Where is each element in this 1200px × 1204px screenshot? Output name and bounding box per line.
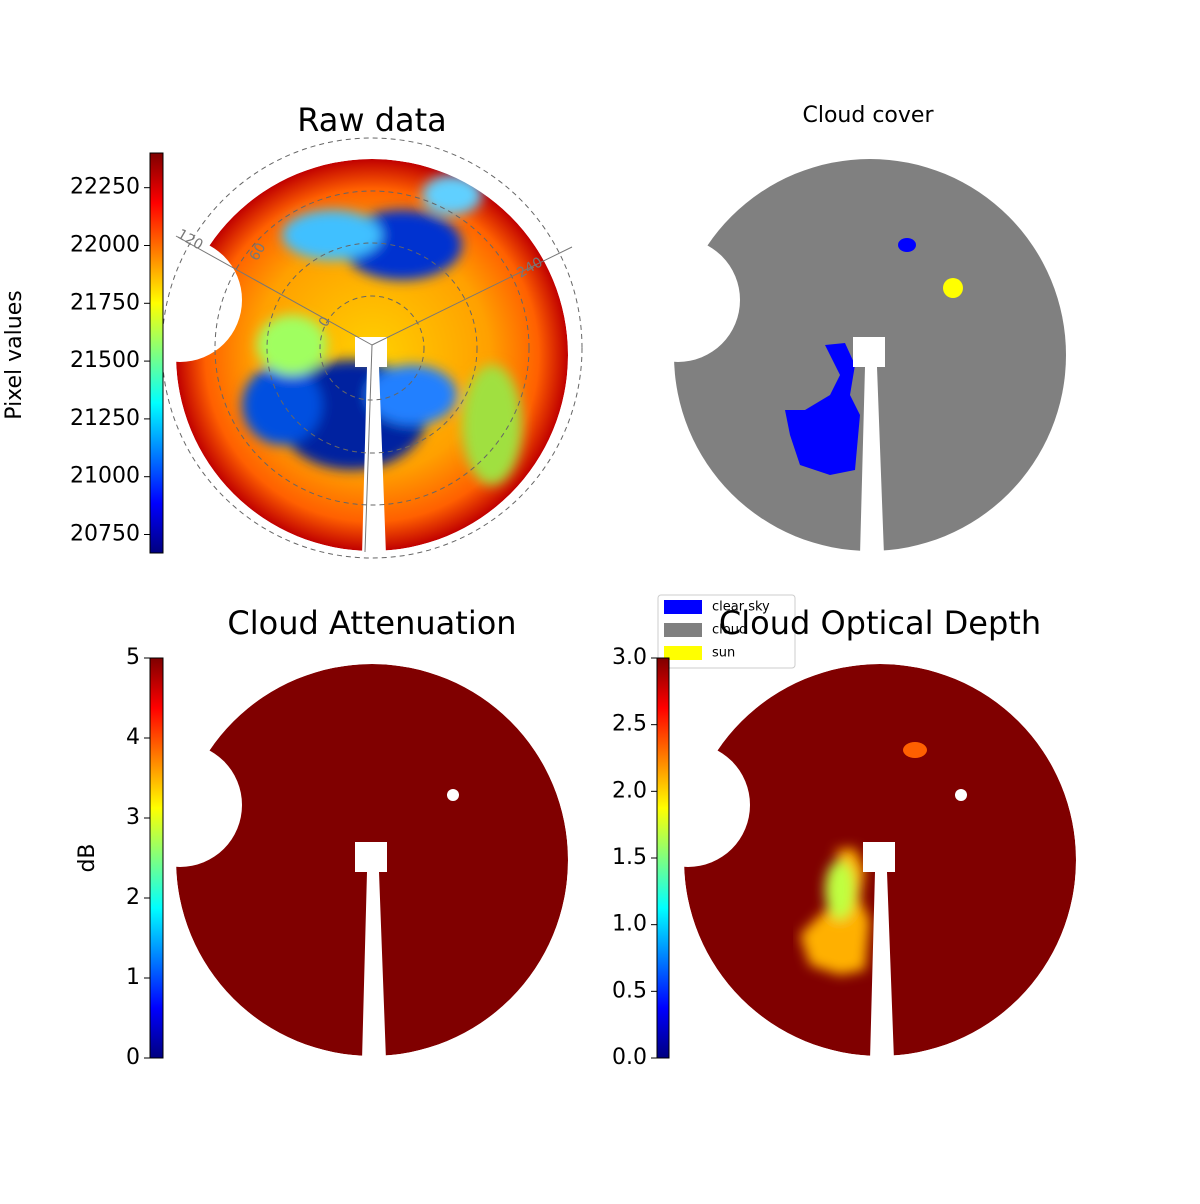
colorbar-label: dB xyxy=(75,843,100,872)
legend-swatch xyxy=(664,623,702,637)
colorbar-tick-label: 5 xyxy=(126,645,140,670)
colorbar-tick-label: 1 xyxy=(126,965,140,990)
cloud-cover-image xyxy=(670,155,1070,555)
colorbar-tick-label: 22000 xyxy=(70,232,140,257)
colorbar-tick-label: 3 xyxy=(126,805,140,830)
legend-swatch xyxy=(664,600,702,614)
colorbar-label: Pixel values xyxy=(2,290,27,419)
panel-title: Cloud cover xyxy=(803,103,935,128)
panel-title: Raw data xyxy=(297,101,447,139)
attenuation-image xyxy=(176,664,568,1056)
colorbar xyxy=(656,657,670,1059)
colorbar xyxy=(149,657,164,1059)
colorbar-tick-label: 1.0 xyxy=(612,912,647,937)
polar-spokes xyxy=(175,235,573,553)
polar-label: 60 xyxy=(247,240,270,263)
colorbar-tick-label: 21500 xyxy=(70,348,140,373)
colorbar xyxy=(149,152,164,554)
colorbar-tick-label: 21250 xyxy=(70,406,140,431)
colorbar-tick-label: 4 xyxy=(126,725,140,750)
colorbar-tick-label: 0.0 xyxy=(612,1045,647,1070)
legend-label: sun xyxy=(712,646,735,661)
panel-title: Cloud Optical Depth xyxy=(719,604,1041,642)
optical-depth-image xyxy=(684,664,1076,1056)
colorbar-tick-label: 2.0 xyxy=(612,778,647,803)
colorbar-tick-label: 1.5 xyxy=(612,845,647,870)
colorbar-tick-label: 2 xyxy=(126,885,140,910)
colorbar-tick-label: 3.0 xyxy=(612,645,647,670)
colorbar-tick-label: 2.5 xyxy=(612,712,647,737)
colorbar-tick-label: 0 xyxy=(126,1045,140,1070)
colorbar-tick-label: 22250 xyxy=(70,175,140,200)
legend-label: cloud xyxy=(712,623,747,638)
legend-label: clear sky xyxy=(712,600,770,615)
legend-swatch xyxy=(664,646,702,660)
panel-title: Cloud Attenuation xyxy=(227,604,516,642)
colorbar-tick-label: 20750 xyxy=(70,522,140,547)
colorbar-tick-label: 21000 xyxy=(70,464,140,489)
colorbar-tick-label: 21750 xyxy=(70,290,140,315)
colorbar-tick-label: 0.5 xyxy=(612,978,647,1003)
